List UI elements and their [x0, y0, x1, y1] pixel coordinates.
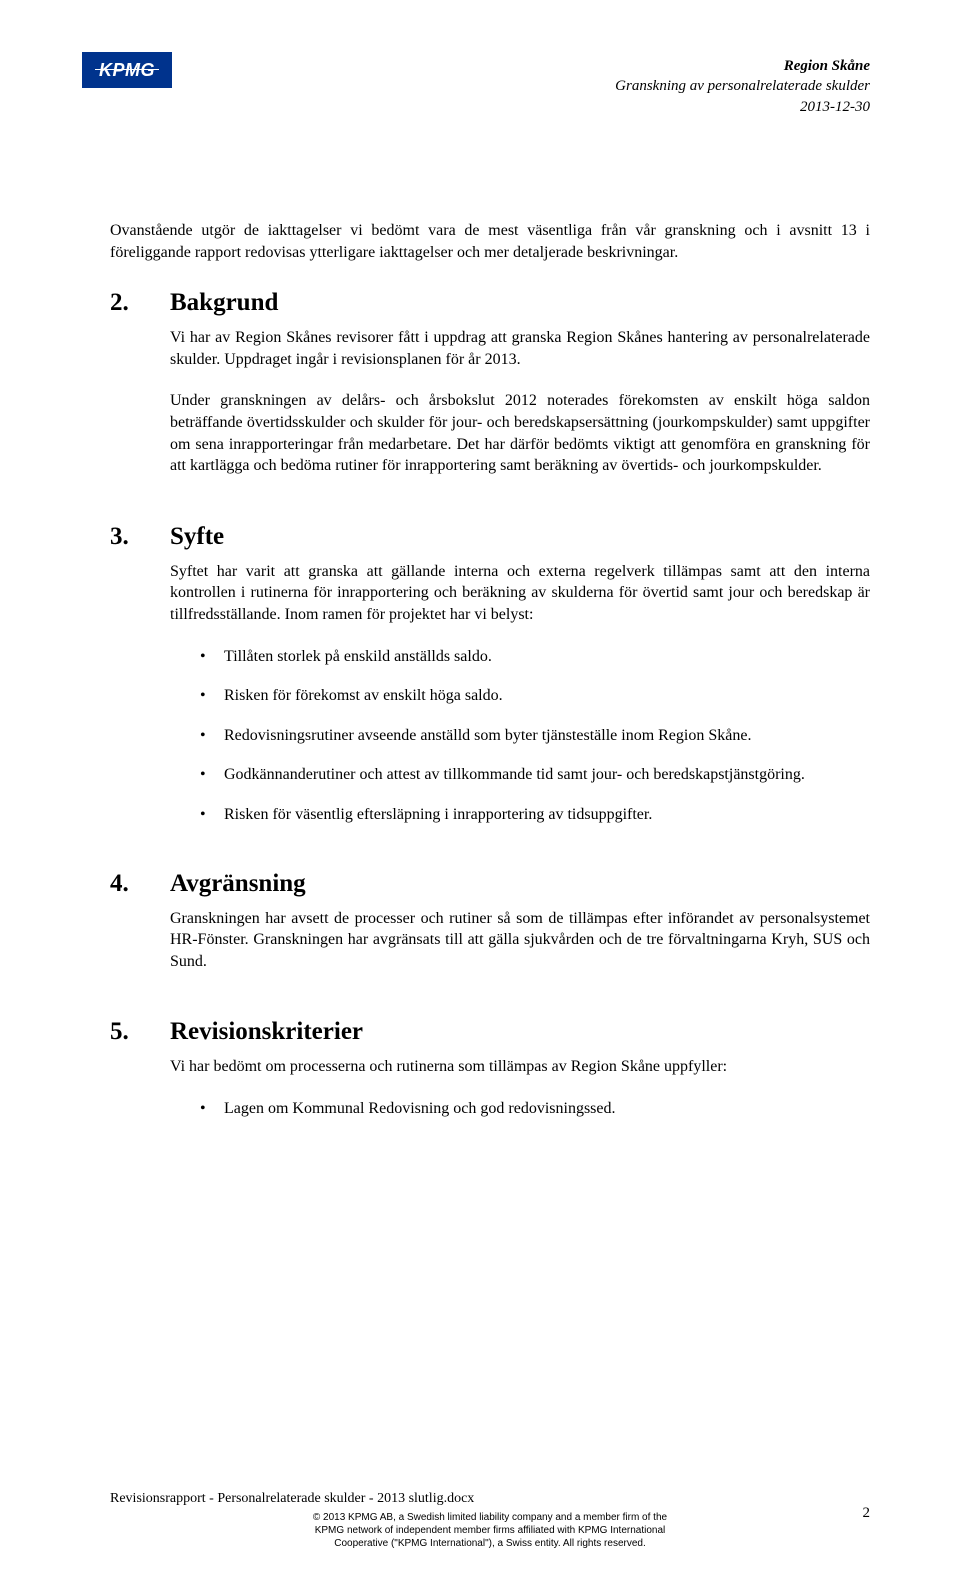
kpmg-logo-text: KPMG — [99, 60, 155, 81]
document-header: Region Skåne Granskning av personalrelat… — [615, 56, 870, 117]
section-avgransning: 4. Avgränsning Granskningen har avsett d… — [110, 870, 870, 993]
bullet-item: Redovisningsrutiner avseende anställd so… — [200, 725, 870, 747]
header-title: Granskning av personalrelaterade skulder — [615, 76, 870, 96]
intro-paragraph: Ovanstående utgör de iakttagelser vi bed… — [110, 220, 870, 263]
footer-copyright-line: Cooperative ("KPMG International"), a Sw… — [110, 1537, 870, 1550]
footer-filename: Revisionsrapport - Personalrelaterade sk… — [110, 1491, 870, 1507]
bullet-list: Tillåten storlek på enskild anställds sa… — [200, 646, 870, 826]
section-bakgrund: 2. Bakgrund Vi har av Region Skånes revi… — [110, 289, 870, 497]
section-title: Bakgrund — [170, 289, 870, 317]
header-org: Region Skåne — [615, 56, 870, 76]
paragraph: Vi har av Region Skånes revisorer fått i… — [170, 327, 870, 370]
footer-copyright-line: KPMG network of independent member firms… — [110, 1524, 870, 1537]
paragraph: Syftet har varit att granska att gälland… — [170, 561, 870, 626]
paragraph: Granskningen har avsett de processer och… — [170, 908, 870, 973]
document-content: Ovanstående utgör de iakttagelser vi bed… — [110, 220, 870, 1137]
section-title: Syfte — [170, 523, 870, 551]
section-title: Revisionskriterier — [170, 1018, 870, 1046]
paragraph: Vi har bedömt om processerna och rutiner… — [170, 1056, 870, 1078]
section-number: 3. — [110, 523, 170, 844]
footer-copyright-line: © 2013 KPMG AB, a Swedish limited liabil… — [110, 1511, 870, 1524]
section-number: 4. — [110, 870, 170, 993]
bullet-item: Risken för förekomst av enskilt höga sal… — [200, 685, 870, 707]
section-syfte: 3. Syfte Syftet har varit att granska at… — [110, 523, 870, 844]
kpmg-logo: KPMG — [82, 52, 172, 88]
bullet-item: Tillåten storlek på enskild anställds sa… — [200, 646, 870, 668]
section-number: 5. — [110, 1018, 170, 1137]
section-revisionskriterier: 5. Revisionskriterier Vi har bedömt om p… — [110, 1018, 870, 1137]
paragraph: Under granskningen av delårs- och årsbok… — [170, 390, 870, 476]
header-date: 2013-12-30 — [615, 97, 870, 117]
section-title: Avgränsning — [170, 870, 870, 898]
document-footer: Revisionsrapport - Personalrelaterade sk… — [110, 1491, 870, 1550]
bullet-item: Risken för väsentlig eftersläpning i inr… — [200, 804, 870, 826]
bullet-item: Lagen om Kommunal Redovisning och god re… — [200, 1098, 870, 1120]
bullet-list: Lagen om Kommunal Redovisning och god re… — [200, 1098, 870, 1120]
bullet-item: Godkännanderutiner och attest av tillkom… — [200, 764, 870, 786]
section-number: 2. — [110, 289, 170, 497]
footer-copyright: © 2013 KPMG AB, a Swedish limited liabil… — [110, 1511, 870, 1550]
